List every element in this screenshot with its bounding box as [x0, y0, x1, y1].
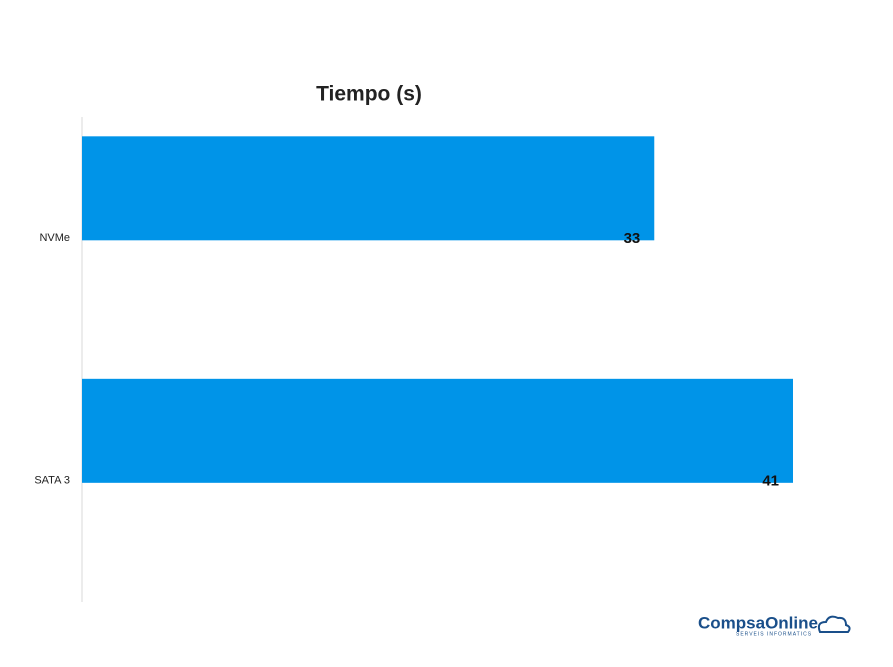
y-tick-label: NVMe	[39, 232, 70, 244]
logo-tagline: SERVEIS INFORMATICS	[736, 631, 812, 637]
data-label: 33	[624, 230, 641, 247]
bar	[82, 378, 793, 483]
logo: CompsaOnline SERVEIS INFORMATICS	[698, 613, 851, 637]
bar	[82, 136, 655, 241]
y-tick-label: SATA 3	[34, 475, 70, 487]
data-label: 41	[762, 473, 779, 490]
logo-cloud	[817, 615, 851, 633]
chart-title: Tiempo (s)	[316, 83, 422, 106]
logo-name: CompsaOnline	[698, 613, 818, 632]
